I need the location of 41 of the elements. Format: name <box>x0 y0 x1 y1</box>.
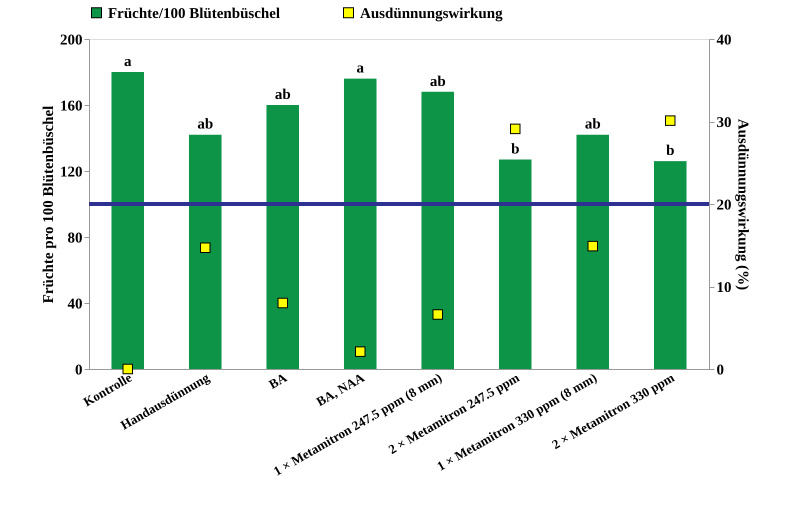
y2-tick-label: 0 <box>716 362 724 378</box>
annotation: a <box>124 54 132 70</box>
y2-tick-label: 20 <box>716 198 732 214</box>
y-axis-title: Früchte pro 100 Blütenbüschel <box>41 106 57 304</box>
annotation: b <box>511 141 520 158</box>
bar <box>498 159 532 369</box>
bar <box>111 72 144 369</box>
y2-axis-title: Ausdünnungswirkung (%) <box>734 118 750 290</box>
point <box>200 242 210 253</box>
x-tick-label: BA, NAA <box>314 369 368 410</box>
y-tick-label: 40 <box>68 296 82 312</box>
legend-label: Ausdünnungswirkung <box>360 6 504 22</box>
annotation: ab <box>274 87 291 103</box>
point <box>432 309 443 320</box>
bar <box>266 105 300 369</box>
point <box>122 364 133 374</box>
bar <box>576 134 610 369</box>
y-tick-label: 80 <box>68 230 82 246</box>
annotation: b <box>666 143 674 160</box>
y2-tick-label: 10 <box>716 280 732 296</box>
y-tick-label: 200 <box>60 32 82 48</box>
annotation: a <box>356 60 364 77</box>
bar <box>654 161 687 369</box>
annotation: ab <box>197 116 214 133</box>
bar <box>188 134 222 369</box>
y2-tick-label: 30 <box>716 115 732 131</box>
annotation: ab <box>430 74 446 90</box>
bar <box>344 78 377 369</box>
point <box>510 124 520 134</box>
point <box>355 346 366 357</box>
y-tick-label: 0 <box>75 362 82 378</box>
legend-label: Früchte/100 Blütenbüschel <box>108 6 280 22</box>
bar <box>421 92 454 369</box>
point <box>665 115 676 126</box>
y2-tick-label: 40 <box>716 32 732 48</box>
point <box>588 240 598 252</box>
y-tick-label: 160 <box>60 98 82 114</box>
x-tick-label: BA <box>266 369 290 392</box>
y-tick-label: 120 <box>60 164 82 180</box>
point <box>278 298 288 308</box>
annotation: ab <box>584 116 601 133</box>
